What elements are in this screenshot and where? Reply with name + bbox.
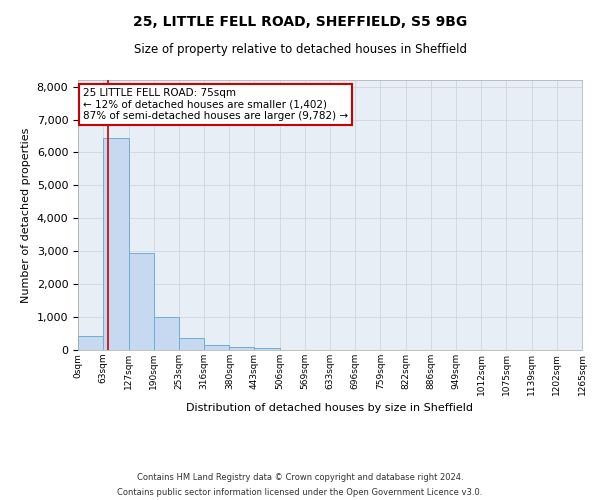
Bar: [229, 346, 254, 350]
Text: Contains HM Land Registry data © Crown copyright and database right 2024.: Contains HM Land Registry data © Crown c…: [137, 473, 463, 482]
Bar: [128, 253, 154, 350]
Bar: [179, 338, 204, 350]
X-axis label: Distribution of detached houses by size in Sheffield: Distribution of detached houses by size …: [187, 403, 473, 413]
Y-axis label: Number of detached properties: Number of detached properties: [21, 128, 31, 302]
Bar: [204, 345, 229, 350]
Text: 25 LITTLE FELL ROAD: 75sqm
← 12% of detached houses are smaller (1,402)
87% of s: 25 LITTLE FELL ROAD: 75sqm ← 12% of deta…: [83, 88, 348, 122]
Bar: [254, 348, 280, 350]
Text: Contains public sector information licensed under the Open Government Licence v3: Contains public sector information licen…: [118, 488, 482, 497]
Bar: [103, 138, 128, 350]
Bar: [78, 336, 103, 350]
Text: 25, LITTLE FELL ROAD, SHEFFIELD, S5 9BG: 25, LITTLE FELL ROAD, SHEFFIELD, S5 9BG: [133, 15, 467, 29]
Text: Size of property relative to detached houses in Sheffield: Size of property relative to detached ho…: [133, 42, 467, 56]
Bar: [154, 317, 179, 350]
